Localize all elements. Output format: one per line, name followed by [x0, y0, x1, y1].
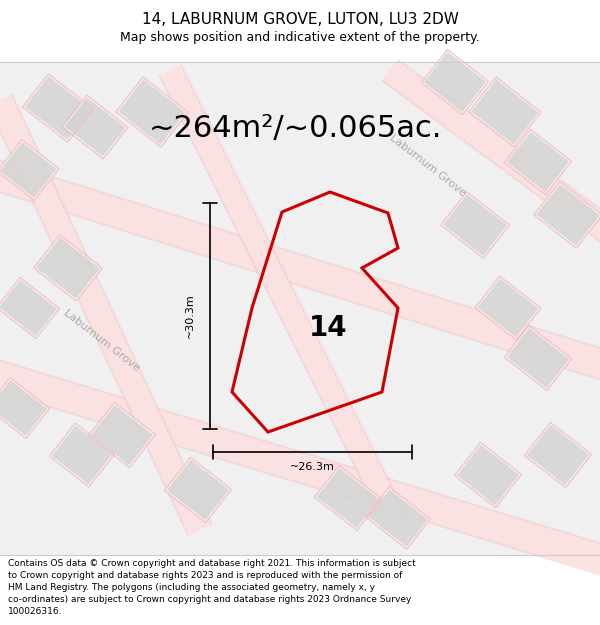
Polygon shape — [0, 94, 212, 536]
Polygon shape — [158, 64, 412, 536]
Polygon shape — [423, 51, 487, 113]
Polygon shape — [0, 279, 58, 337]
Polygon shape — [506, 327, 570, 389]
Text: Laburnum Grove: Laburnum Grove — [62, 308, 142, 372]
Text: 14, LABURNUM GROVE, LUTON, LU3 2DW: 14, LABURNUM GROVE, LUTON, LU3 2DW — [142, 12, 458, 28]
Bar — [0, 0, 600, 62]
Polygon shape — [0, 141, 58, 199]
Polygon shape — [383, 61, 600, 249]
Text: co-ordinates) are subject to Crown copyright and database rights 2023 Ordnance S: co-ordinates) are subject to Crown copyr… — [8, 595, 412, 604]
Polygon shape — [0, 157, 600, 383]
Text: ~30.3m: ~30.3m — [185, 294, 195, 338]
Polygon shape — [0, 95, 211, 535]
Polygon shape — [535, 183, 600, 247]
Text: HM Land Registry. The polygons (including the associated geometry, namely x, y: HM Land Registry. The polygons (includin… — [8, 583, 375, 592]
Polygon shape — [470, 79, 539, 146]
Polygon shape — [0, 379, 48, 437]
Polygon shape — [526, 424, 590, 486]
Text: Laburnum Grove: Laburnum Grove — [388, 132, 468, 198]
Bar — [0, 62, 600, 555]
Polygon shape — [456, 444, 520, 506]
Polygon shape — [0, 357, 600, 578]
Bar — [0, 555, 600, 625]
Polygon shape — [0, 355, 600, 580]
Text: Map shows position and indicative extent of the property.: Map shows position and indicative extent… — [120, 31, 480, 44]
Polygon shape — [476, 278, 539, 338]
Polygon shape — [35, 236, 101, 300]
Polygon shape — [0, 155, 600, 385]
Text: to Crown copyright and database rights 2023 and is reproduced with the permissio: to Crown copyright and database rights 2… — [8, 571, 403, 580]
Polygon shape — [118, 79, 187, 146]
Polygon shape — [51, 424, 113, 486]
Polygon shape — [316, 467, 380, 529]
Polygon shape — [64, 97, 127, 158]
Polygon shape — [382, 59, 600, 251]
Polygon shape — [506, 131, 570, 193]
Text: ~26.3m: ~26.3m — [290, 462, 335, 472]
Polygon shape — [442, 193, 508, 257]
Text: 14: 14 — [308, 314, 347, 342]
Polygon shape — [90, 404, 154, 466]
Text: Contains OS data © Crown copyright and database right 2021. This information is : Contains OS data © Crown copyright and d… — [8, 559, 416, 568]
Text: 100026316.: 100026316. — [8, 607, 62, 616]
Polygon shape — [160, 65, 410, 535]
Polygon shape — [166, 459, 230, 521]
Polygon shape — [367, 488, 429, 548]
Polygon shape — [24, 75, 92, 141]
Text: ~264m²/~0.065ac.: ~264m²/~0.065ac. — [148, 114, 442, 142]
